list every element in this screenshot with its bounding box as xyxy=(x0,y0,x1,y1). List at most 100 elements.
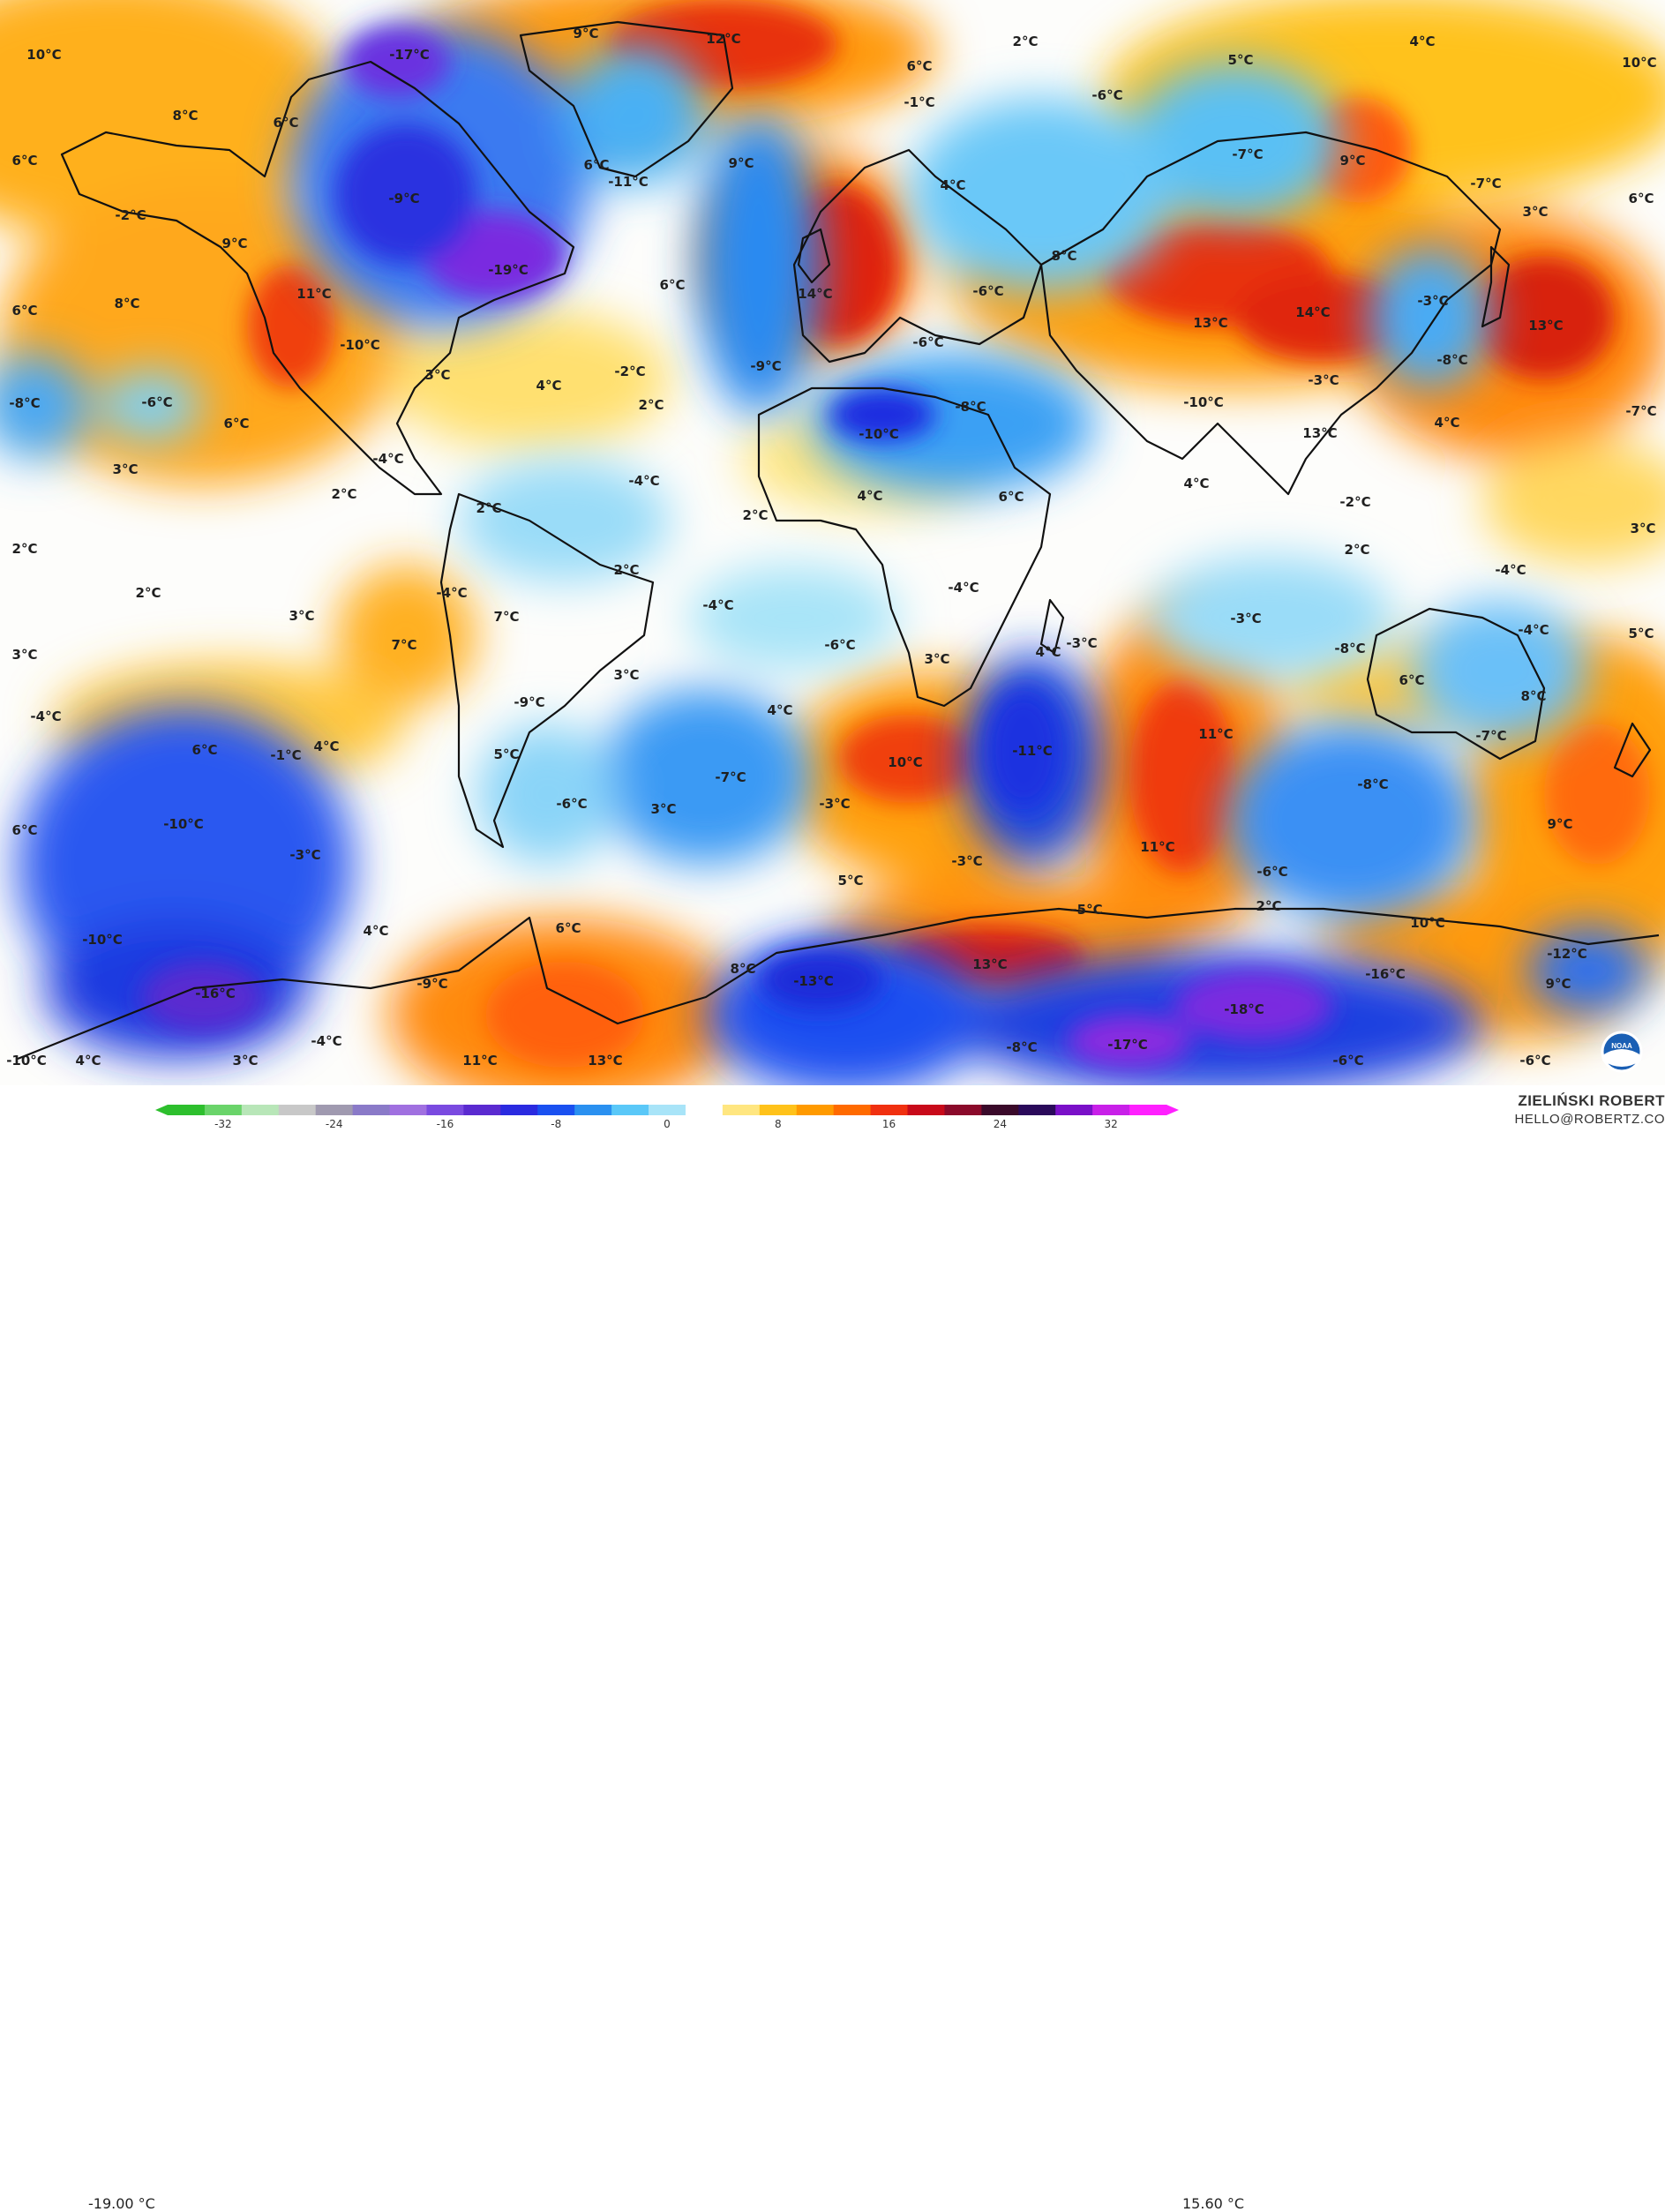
temperature-label: 6°C xyxy=(12,822,38,838)
japan-outline xyxy=(1481,245,1511,328)
color-scale-segment xyxy=(649,1105,686,1115)
temperature-label: 9°C xyxy=(222,236,248,251)
temperature-label: 9°C xyxy=(1340,153,1366,169)
color-scale-tick-label: 8 xyxy=(775,1118,782,1130)
temperature-label: -3°C xyxy=(1230,611,1261,626)
temperature-label: 3°C xyxy=(1523,204,1549,220)
color-scale-max-arrow xyxy=(1166,1105,1179,1115)
temperature-label: 6°C xyxy=(12,153,38,169)
color-scale-segment xyxy=(907,1105,945,1115)
temperature-label: -3°C xyxy=(289,847,320,863)
temperature-label: -10°C xyxy=(859,426,899,442)
australia-outline xyxy=(1366,607,1546,761)
temperature-label: 8°C xyxy=(1521,688,1547,704)
asia-outline xyxy=(1039,131,1502,496)
color-scale-tick-label: 0 xyxy=(664,1118,671,1130)
temperature-label: 2°C xyxy=(1256,898,1282,914)
temperature-label: 9°C xyxy=(1546,976,1571,992)
temperature-label: 6°C xyxy=(584,157,610,173)
temperature-label: 6°C xyxy=(556,920,581,936)
temperature-label: 8°C xyxy=(115,296,140,311)
greenland-outline xyxy=(519,20,734,178)
temperature-label: 2°C xyxy=(332,486,357,502)
color-scale-segment xyxy=(870,1105,909,1115)
temperature-label: 13°C xyxy=(972,956,1007,972)
south-america-outline xyxy=(439,492,655,849)
color-scale-segment xyxy=(241,1105,280,1115)
temperature-label: 4°C xyxy=(76,1053,101,1069)
temperature-label: -6°C xyxy=(972,283,1003,299)
temperature-label: -13°C xyxy=(793,973,834,989)
africa-outline xyxy=(757,386,1052,708)
temperature-label: 4°C xyxy=(1036,644,1061,660)
uk-outline xyxy=(797,228,831,284)
temperature-label: -7°C xyxy=(1470,176,1501,191)
color-scale-segment xyxy=(944,1105,982,1115)
temperature-label: -4°C xyxy=(1518,622,1549,638)
temperature-label: 13°C xyxy=(1528,318,1563,334)
temperature-label: 12°C xyxy=(706,31,740,47)
color-scale-tick-label: -8 xyxy=(551,1118,561,1130)
temperature-label: -17°C xyxy=(1107,1037,1148,1053)
temperature-label: -7°C xyxy=(1232,146,1263,162)
temperature-label: -4°C xyxy=(702,597,733,613)
temperature-label: 6°C xyxy=(192,742,218,758)
temperature-label: 2°C xyxy=(614,562,640,578)
temperature-label: 5°C xyxy=(494,746,520,762)
color-scale-segment xyxy=(981,1105,1019,1115)
temperature-label: -8°C xyxy=(1436,352,1467,368)
temperature-label: 6°C xyxy=(660,277,686,293)
temperature-label: -6°C xyxy=(141,394,172,410)
color-scale-tick-label: 24 xyxy=(994,1118,1007,1130)
color-scale-segment xyxy=(426,1105,464,1115)
madagascar-outline xyxy=(1039,598,1065,655)
temperature-label: 4°C xyxy=(768,702,793,718)
temperature-label: 4°C xyxy=(536,378,562,394)
temperature-label: -6°C xyxy=(556,796,587,812)
temperature-label: 2°C xyxy=(743,507,769,523)
deep-cold-cores xyxy=(141,26,1332,1068)
color-scale-segment xyxy=(1055,1105,1093,1115)
author-email: HELLO@ROBERTZ.CO xyxy=(1514,1112,1665,1127)
color-scale-segment xyxy=(389,1105,427,1115)
temperature-label: -11°C xyxy=(608,174,649,190)
temperature-label: -1°C xyxy=(270,747,301,763)
color-scale-segment xyxy=(796,1105,835,1115)
author-credit: ZIELIŃSKI ROBERT xyxy=(1518,1092,1665,1109)
temperature-label: 10°C xyxy=(1622,55,1656,71)
temperature-label: 4°C xyxy=(1410,34,1436,49)
temperature-label: 7°C xyxy=(494,609,520,625)
temperature-label: 13°C xyxy=(588,1053,622,1069)
antarctica-outline xyxy=(17,907,1660,1061)
temperature-label: 6°C xyxy=(999,489,1024,505)
temperature-label: -4°C xyxy=(1495,562,1526,578)
temperature-label: -10°C xyxy=(82,932,123,948)
temperature-label: -9°C xyxy=(750,358,781,374)
temperature-label: -19°C xyxy=(488,262,529,278)
color-scale-segment xyxy=(1018,1105,1056,1115)
color-scale-segment xyxy=(537,1105,575,1115)
temperature-label: 4°C xyxy=(314,739,340,754)
color-scale-tick-label: -24 xyxy=(326,1118,343,1130)
temperature-label: 3°C xyxy=(925,651,950,667)
temperature-label: -2°C xyxy=(614,364,645,379)
temperature-label: -4°C xyxy=(628,473,659,489)
temperature-label: -5°C xyxy=(1071,902,1102,918)
color-scale-segment xyxy=(1092,1105,1130,1115)
temperature-label: -8°C xyxy=(955,399,986,415)
temperature-label: 2°C xyxy=(1345,542,1370,558)
temperature-label: -16°C xyxy=(1365,966,1406,982)
temperature-label: -9°C xyxy=(514,694,544,710)
temperature-label: -1°C xyxy=(904,94,934,110)
temperature-label: 3°C xyxy=(1631,521,1656,536)
color-scale-bar: -32 -24 -16 -8 0 8 16 24 32 xyxy=(155,1105,1179,1130)
temperature-label: -4°C xyxy=(948,580,979,596)
color-scale-segment xyxy=(352,1105,391,1115)
temperature-label: 14°C xyxy=(1295,304,1330,320)
temperature-label: 10°C xyxy=(1410,915,1444,931)
temperature-label: -4°C xyxy=(311,1033,341,1049)
color-scale-tick-label: -16 xyxy=(437,1118,454,1130)
temperature-label: -3°C xyxy=(1308,372,1339,388)
temperature-label: -7°C xyxy=(1475,728,1506,744)
temperature-label: 9°C xyxy=(1548,816,1573,832)
